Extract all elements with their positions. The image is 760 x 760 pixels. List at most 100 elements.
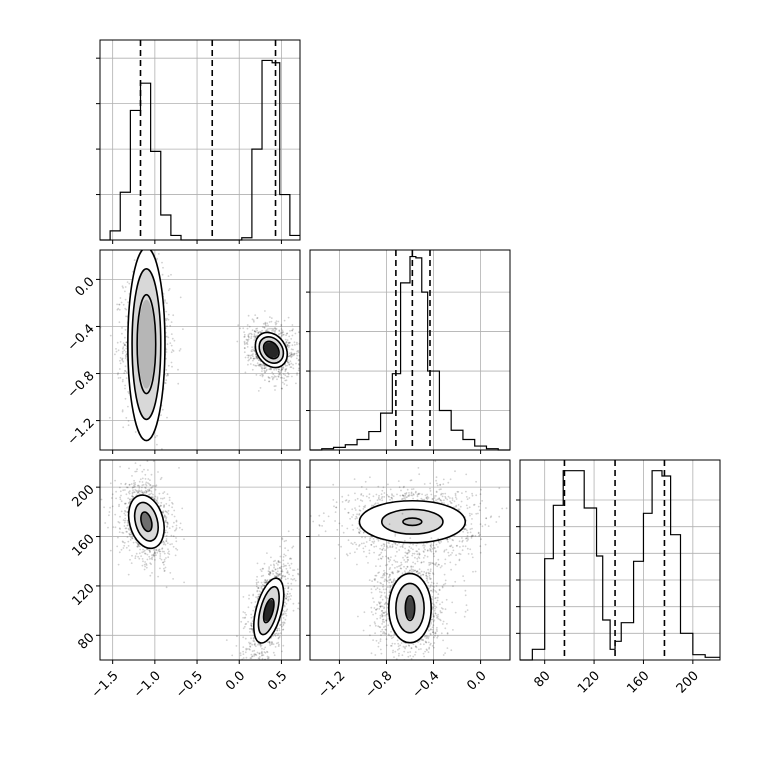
- sample-point: [167, 548, 169, 551]
- sample-point: [250, 613, 253, 616]
- sample-point: [351, 508, 354, 511]
- sample-point: [132, 486, 134, 488]
- sample-point: [131, 537, 134, 539]
- sample-point: [301, 357, 303, 359]
- sample-point: [282, 624, 285, 627]
- sample-point: [244, 651, 247, 654]
- sample-point: [478, 509, 481, 512]
- sample-point: [147, 482, 149, 484]
- sample-point: [243, 347, 246, 350]
- sample-point: [389, 498, 391, 501]
- sample-point: [281, 575, 284, 578]
- sample-point: [245, 622, 248, 625]
- sample-point: [144, 565, 147, 568]
- sample-point: [251, 354, 253, 356]
- sample-point: [124, 329, 127, 331]
- sample-point: [264, 582, 267, 584]
- sample-point: [276, 378, 278, 381]
- sample-point: [158, 549, 160, 551]
- sample-point: [287, 344, 290, 347]
- sample-point: [291, 353, 293, 355]
- sample-point: [266, 322, 269, 325]
- sample-point: [381, 489, 384, 492]
- sample-point: [254, 331, 257, 333]
- sample-point: [259, 387, 262, 389]
- sample-point: [137, 545, 140, 548]
- histogram-panel: [306, 249, 511, 454]
- sample-point: [252, 661, 254, 663]
- sample-point: [159, 504, 162, 507]
- sample-point: [293, 352, 296, 355]
- sample-point: [405, 567, 408, 570]
- sample-point: [132, 541, 135, 544]
- sample-point: [162, 510, 165, 513]
- sample-point: [167, 374, 170, 377]
- sample-point: [256, 651, 259, 654]
- sample-point: [139, 464, 142, 467]
- sample-point: [152, 460, 155, 462]
- sample-point: [253, 357, 255, 360]
- sample-point: [143, 468, 145, 471]
- sample-point: [251, 368, 254, 371]
- sample-point: [408, 495, 410, 497]
- sample-point: [277, 561, 280, 564]
- sample-point: [283, 575, 286, 578]
- sample-point: [412, 497, 414, 500]
- sample-point: [161, 497, 164, 500]
- sample-point: [273, 385, 276, 388]
- sample-point: [259, 645, 262, 648]
- sample-point: [264, 579, 267, 581]
- sample-point: [167, 552, 169, 554]
- sample-point: [260, 363, 263, 366]
- sample-point: [282, 617, 285, 619]
- sample-point: [244, 356, 247, 359]
- sample-point: [125, 527, 128, 530]
- x-tick-label: 80: [531, 668, 553, 690]
- sample-point: [279, 332, 282, 334]
- sample-point: [255, 374, 258, 376]
- sample-point: [131, 495, 134, 497]
- sample-point: [157, 502, 160, 504]
- sample-point: [296, 350, 298, 353]
- sample-point: [281, 332, 283, 335]
- sample-point: [167, 522, 169, 524]
- sample-point: [273, 327, 276, 330]
- sample-point: [260, 587, 263, 589]
- sample-point: [140, 489, 143, 492]
- sample-point: [284, 578, 287, 581]
- sample-point: [276, 567, 279, 570]
- sample-point: [259, 644, 262, 647]
- sample-point: [266, 650, 268, 653]
- sample-point: [284, 364, 287, 367]
- sample-point: [123, 525, 126, 527]
- sample-point: [462, 575, 464, 577]
- sample-point: [131, 495, 134, 497]
- sample-point: [263, 327, 266, 329]
- sample-point: [465, 496, 468, 498]
- sample-point: [414, 491, 417, 494]
- sample-point: [251, 629, 254, 631]
- sample-point: [155, 484, 158, 487]
- sample-point: [118, 321, 121, 324]
- contour-line: [258, 336, 285, 364]
- sample-point: [125, 417, 128, 419]
- sample-point: [157, 471, 159, 473]
- sample-point: [362, 494, 365, 497]
- sample-point: [250, 637, 253, 640]
- sample-point: [153, 498, 156, 500]
- sample-point: [259, 568, 262, 571]
- sample-point: [172, 350, 175, 352]
- sample-point: [124, 387, 126, 390]
- sample-point: [107, 526, 109, 529]
- contour-line: [127, 494, 165, 550]
- sample-point: [159, 555, 162, 557]
- sample-point: [278, 627, 280, 630]
- sample-point: [155, 549, 158, 552]
- sample-point: [255, 581, 258, 584]
- sample-point: [265, 581, 268, 583]
- sample-point: [250, 601, 253, 604]
- sample-point: [182, 328, 184, 330]
- sample-point: [130, 536, 133, 539]
- sample-point: [252, 670, 254, 672]
- sample-point: [126, 521, 129, 524]
